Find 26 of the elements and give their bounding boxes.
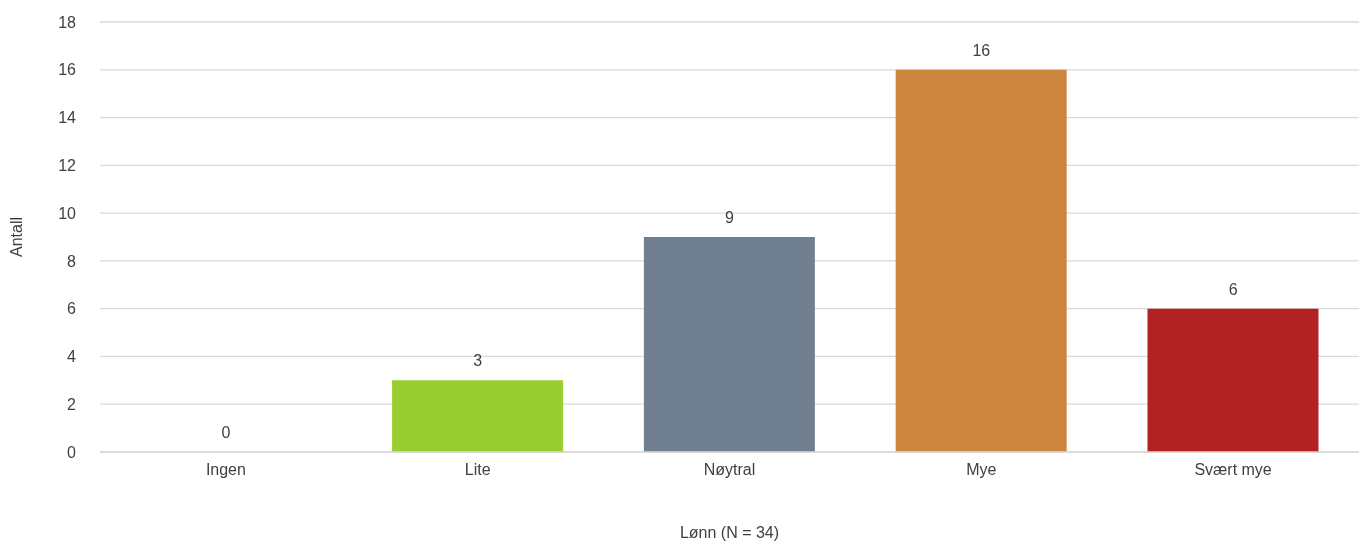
- data-label: 9: [725, 209, 735, 226]
- bar: [643, 237, 815, 452]
- y-tick-label: 18: [58, 13, 77, 31]
- y-tick-label: 8: [67, 252, 77, 270]
- x-tick-label: Lite: [464, 461, 491, 479]
- y-axis-title: Antall: [7, 216, 25, 258]
- y-tick-label: 16: [58, 61, 77, 79]
- data-label: 3: [473, 352, 483, 370]
- x-axis-title: Lønn (N = 34): [679, 524, 780, 541]
- y-tick-label: 4: [67, 348, 77, 366]
- x-tick-label: Mye: [966, 461, 997, 479]
- y-tick-label: 0: [67, 443, 77, 461]
- x-tick-label: Svært mye: [1194, 461, 1272, 479]
- bar: [1147, 308, 1319, 452]
- bar: [895, 69, 1067, 452]
- y-tick-label: 2: [67, 395, 77, 413]
- data-label: 6: [1228, 280, 1238, 298]
- x-tick-label: Ingen: [205, 461, 246, 479]
- data-label: 0: [221, 424, 231, 441]
- y-tick-label: 10: [58, 204, 77, 222]
- y-tick-label: 6: [67, 300, 77, 318]
- y-tick-label: 12: [58, 157, 77, 175]
- y-tick-label: 14: [58, 109, 77, 127]
- x-tick-label: Nøytral: [703, 461, 756, 479]
- data-label: 16: [972, 41, 991, 59]
- bar: [392, 380, 564, 452]
